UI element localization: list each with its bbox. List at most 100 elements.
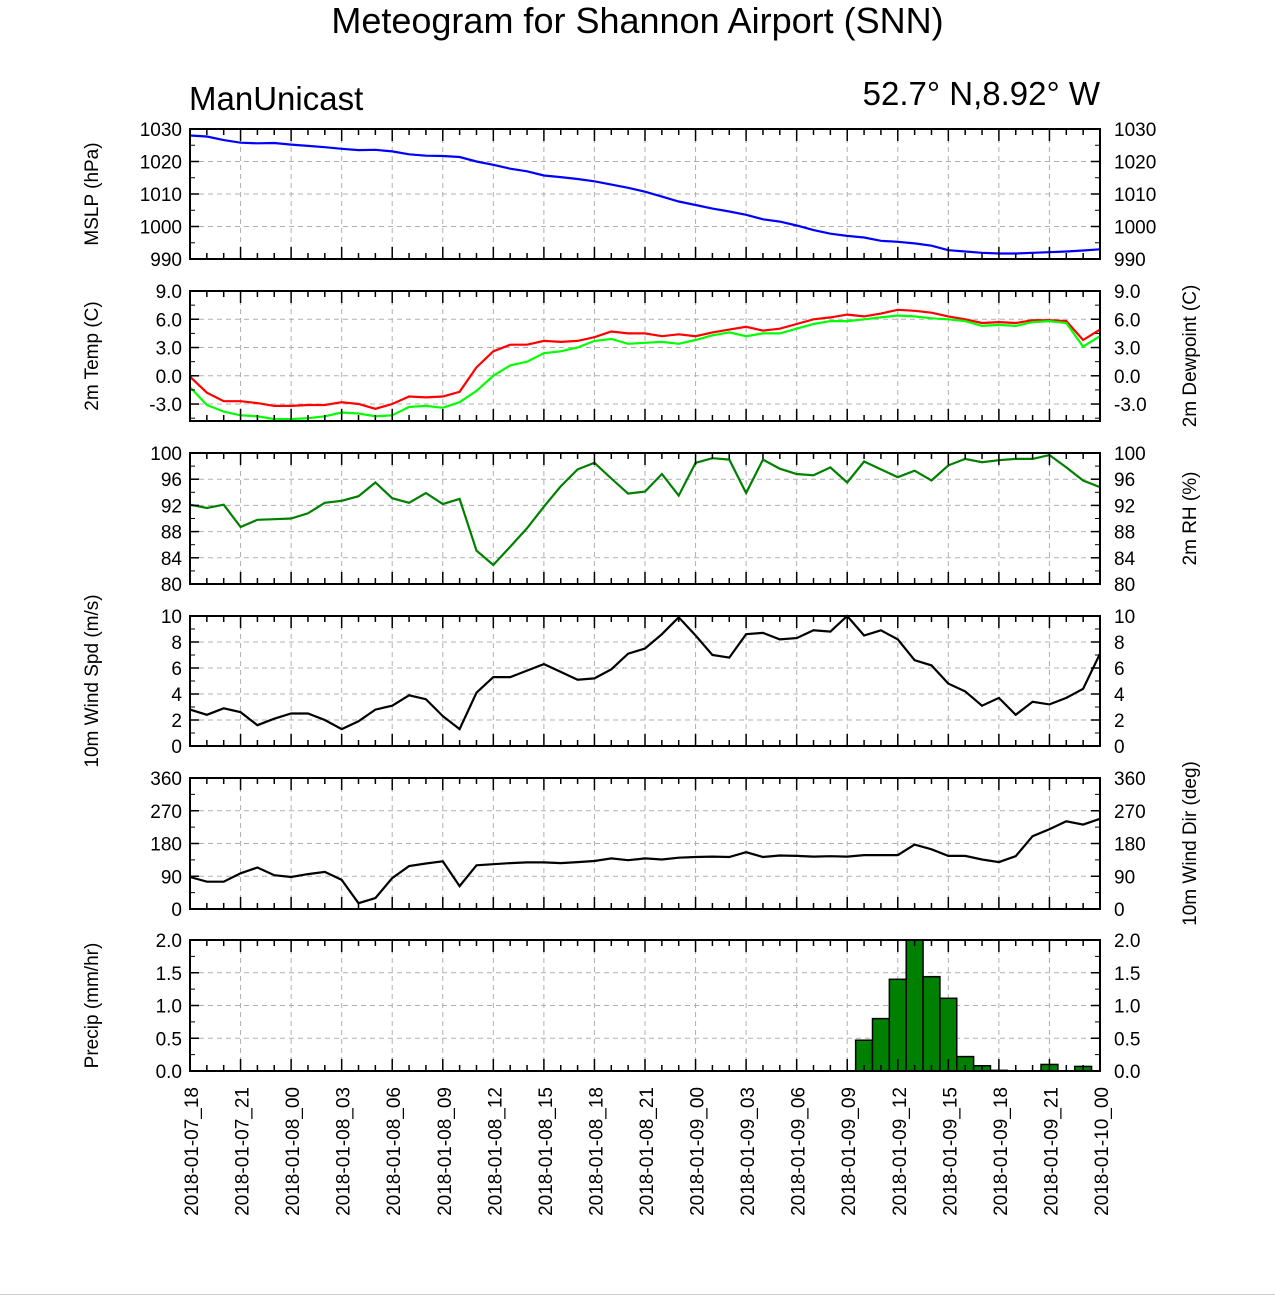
x-tick-label: 2018-01-08_21 [637,1087,658,1216]
y-tick-label-left: 0 [171,900,182,921]
y-tick-label-left: 0.0 [156,367,182,388]
y-tick-label-left: 8 [171,633,182,654]
y-axis-label-right: 2m Dewpoint (C) [1180,285,1201,428]
page-title: Meteogram for Shannon Airport (SNN) [331,0,944,41]
x-tick-label: 2018-01-09_03 [738,1087,759,1216]
x-tick-label: 2018-01-08_18 [586,1087,607,1216]
x-tick-label: 2018-01-07_18 [182,1087,203,1216]
y-tick-label-right: 2 [1114,711,1125,732]
precip-bar [871,1017,891,1072]
y-tick-label-right: 2.0 [1114,931,1140,952]
x-tick-label: 2018-01-08_00 [283,1087,304,1216]
x-tick-label: 2018-01-08_09 [435,1087,456,1216]
y-tick-label-right: 92 [1114,496,1135,517]
y-tick-label-right: 0.0 [1114,1062,1140,1083]
y-tick-label-right: 0.5 [1114,1029,1140,1050]
y-tick-label-left: 100 [150,444,182,465]
y-tick-label-left: 10 [161,607,182,628]
y-tick-label-right: 180 [1114,835,1146,856]
x-tick-label: 2018-01-09_09 [839,1087,860,1216]
y-axis-label-right: 10m Wind Dir (deg) [1180,761,1201,926]
y-axis-label-left: MSLP (hPa) [82,142,103,245]
y-axis-label-left: Precip (mm/hr) [82,943,103,1069]
y-tick-label-left: -3.0 [149,395,182,416]
x-tick-label: 2018-01-09_15 [940,1087,961,1216]
y-tick-label-left: 0.0 [156,1062,182,1083]
precip-bar [905,939,924,1072]
x-tick-label: 2018-01-08_15 [536,1087,557,1216]
y-tick-label-right: 88 [1114,523,1135,544]
model-name: ManUnicast [189,80,364,117]
bottom-border [0,1294,1275,1295]
y-tick-label-right: 360 [1114,769,1146,790]
y-tick-label-left: 1020 [140,153,182,174]
x-tick-label: 2018-01-10_00 [1092,1087,1113,1216]
y-tick-label-right: 1020 [1114,153,1156,174]
series-line-1-0 [189,308,1101,410]
y-tick-label-right: 270 [1114,802,1146,823]
y-tick-label-right: 90 [1114,867,1135,888]
x-tick-label: 2018-01-09_18 [991,1087,1012,1216]
y-tick-label-left: 2.0 [156,931,182,952]
y-tick-label-left: 270 [150,802,182,823]
y-tick-label-right: 4 [1114,685,1125,706]
x-tick-label: 2018-01-08_06 [384,1087,405,1216]
y-tick-label-left: 2 [171,711,182,732]
y-tick-label-right: 80 [1114,575,1135,596]
y-tick-label-left: 3.0 [156,339,182,360]
precip-bar [922,975,941,1072]
y-tick-label-right: 0.0 [1114,367,1140,388]
y-tick-label-left: 9.0 [156,282,182,303]
series-line-3-0 [189,614,1101,731]
x-tick-label: 2018-01-08_12 [485,1087,506,1216]
precip-bar [888,978,907,1072]
series-line-2-0 [189,453,1101,567]
y-tick-label-left: 360 [150,769,182,790]
y-tick-label-right: 1.0 [1114,997,1140,1018]
series-line-4-0 [189,817,1101,905]
y-tick-label-right: 10 [1114,607,1135,628]
y-tick-label-right: 0 [1114,900,1125,921]
y-tick-label-right: 990 [1114,250,1146,271]
y-tick-label-right: 1000 [1114,218,1156,239]
y-tick-label-right: 96 [1114,470,1135,491]
y-tick-label-left: 1.5 [156,964,182,985]
y-tick-label-left: 1000 [140,218,182,239]
y-tick-label-left: 6.0 [156,310,182,331]
y-tick-label-left: 92 [161,496,182,517]
y-tick-label-right: 0 [1114,737,1125,758]
y-tick-label-right: 84 [1114,549,1136,570]
y-axis-label-left: 10m Wind Spd (m/s) [82,594,103,767]
y-tick-label-left: 84 [161,549,183,570]
x-tick-label: 2018-01-09_06 [789,1087,810,1216]
y-tick-label-right: 9.0 [1114,282,1140,303]
y-tick-label-left: 6 [171,659,182,680]
y-tick-label-right: 6 [1114,659,1125,680]
y-tick-label-right: 8 [1114,633,1125,654]
y-axis-label-right: 2m RH (%) [1180,472,1201,566]
y-tick-label-left: 990 [150,250,182,271]
y-tick-label-left: 1030 [140,120,182,141]
y-tick-label-right: 1010 [1114,185,1156,206]
x-tick-label: 2018-01-09_00 [688,1087,709,1216]
y-tick-label-right: 100 [1114,444,1146,465]
x-tick-label: 2018-01-07_21 [233,1087,254,1216]
x-tick-label: 2018-01-08_03 [334,1087,355,1216]
y-tick-label-left: 4 [171,685,182,706]
x-tick-label: 2018-01-09_21 [1041,1087,1062,1216]
y-tick-label-right: 1030 [1114,120,1156,141]
y-tick-label-left: 1010 [140,185,182,206]
y-tick-label-left: 80 [161,575,182,596]
y-axis-label-left: 2m Temp (C) [82,301,103,410]
y-tick-label-left: 1.0 [156,997,182,1018]
y-tick-label-right: 3.0 [1114,339,1140,360]
x-tick-label: 2018-01-09_12 [890,1087,911,1216]
y-tick-label-left: 0.5 [156,1029,182,1050]
y-tick-label-left: 96 [161,470,182,491]
y-tick-label-right: 6.0 [1114,310,1140,331]
y-tick-label-right: 1.5 [1114,964,1140,985]
y-tick-label-left: 90 [161,867,182,888]
location-coordinates: 52.7° N,8.92° W [862,75,1100,112]
y-tick-label-right: -3.0 [1114,395,1147,416]
